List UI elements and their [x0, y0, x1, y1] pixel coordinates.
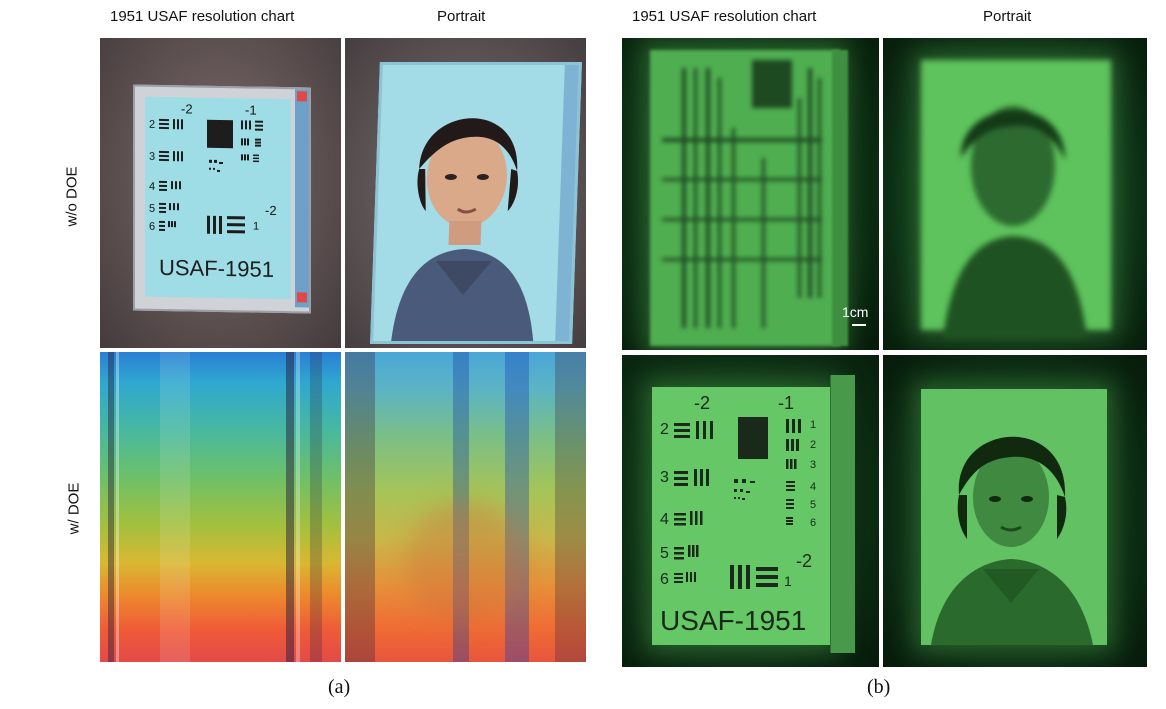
dark-streak	[555, 352, 586, 662]
blurred-person	[943, 106, 1087, 338]
group-label: -1	[778, 393, 795, 413]
usaf-chart-screen: -2 -1 2 3 4 5 6	[145, 96, 291, 300]
right-element-number: 2	[810, 439, 817, 451]
panel-a-portrait-with-doe	[345, 352, 586, 662]
dark-streak	[310, 352, 322, 662]
bar-targets	[159, 118, 263, 234]
dark-streak	[108, 352, 114, 662]
blue-streak	[505, 352, 529, 662]
light-streak	[296, 352, 300, 662]
panel-b-usaf-chart-without-doe: 1cm	[622, 38, 879, 350]
right-element-number: 4	[810, 481, 817, 493]
side-strip	[832, 50, 848, 346]
right-element-number: 3	[810, 459, 817, 471]
blurred-bar-targets	[662, 60, 822, 328]
element-number: 3	[660, 469, 669, 486]
right-element-number: 6	[810, 517, 817, 529]
app-icon	[297, 91, 307, 102]
row-label-without-doe: w/o DOE	[63, 166, 81, 227]
scale-bar	[852, 324, 866, 326]
window-title-bar	[295, 89, 309, 308]
portrait-photo	[373, 65, 565, 341]
caption-a: (a)	[328, 676, 351, 698]
green-display: -2 -1 2 3 4 5 6 1 2 3 4 5 6	[652, 387, 832, 645]
side-strip	[830, 375, 855, 653]
light-streak	[116, 352, 119, 662]
element-number: 6	[660, 571, 669, 588]
lower-element-number: 1	[784, 573, 792, 589]
bar-targets	[674, 417, 801, 589]
panel-a-usaf-chart-without-doe: -2 -1 2 3 4 5 6	[100, 38, 341, 348]
person-illustration	[391, 118, 534, 341]
blue-streak	[453, 352, 469, 662]
scale-bar-label: 1cm	[842, 304, 869, 320]
light-streak	[160, 352, 190, 662]
group-label: -2	[694, 393, 711, 413]
dark-streak	[345, 352, 375, 662]
element-number: 4	[660, 511, 669, 528]
usaf-title: USAF-1951	[660, 605, 807, 636]
col-title-a-portrait: Portrait	[437, 8, 486, 25]
col-title-a-chart: 1951 USAF resolution chart	[110, 8, 295, 25]
panel-b-portrait-with-doe	[883, 355, 1147, 667]
panel-a-portrait-without-doe	[345, 38, 586, 348]
lower-group-label: -2	[796, 551, 813, 571]
warm-glow	[405, 502, 525, 622]
portrait-screen	[370, 62, 582, 344]
person-illustration	[931, 436, 1093, 645]
element-number: 5	[660, 545, 669, 562]
caption-b: (b)	[867, 676, 891, 698]
dark-streak	[286, 352, 294, 662]
row-label-with-doe: w/ DOE	[65, 482, 83, 535]
lower-element-number: 1	[253, 220, 260, 233]
monitor-frame: -2 -1 2 3 4 5 6	[133, 84, 311, 314]
panel-b-portrait-without-doe	[883, 38, 1147, 350]
usaf-title: USAF-1951	[159, 254, 274, 282]
close-icon	[297, 292, 307, 303]
panel-b-usaf-chart-with-doe: -2 -1 2 3 4 5 6 1 2 3 4 5 6	[622, 355, 879, 667]
element-number: 2	[660, 421, 669, 438]
col-title-b-portrait: Portrait	[983, 8, 1032, 25]
lower-group-label: -2	[265, 202, 277, 218]
col-title-b-chart: 1951 USAF resolution chart	[632, 8, 817, 25]
panel-a-usaf-chart-with-doe	[100, 352, 341, 662]
right-element-number: 5	[810, 499, 817, 511]
right-element-number: 1	[810, 419, 817, 431]
